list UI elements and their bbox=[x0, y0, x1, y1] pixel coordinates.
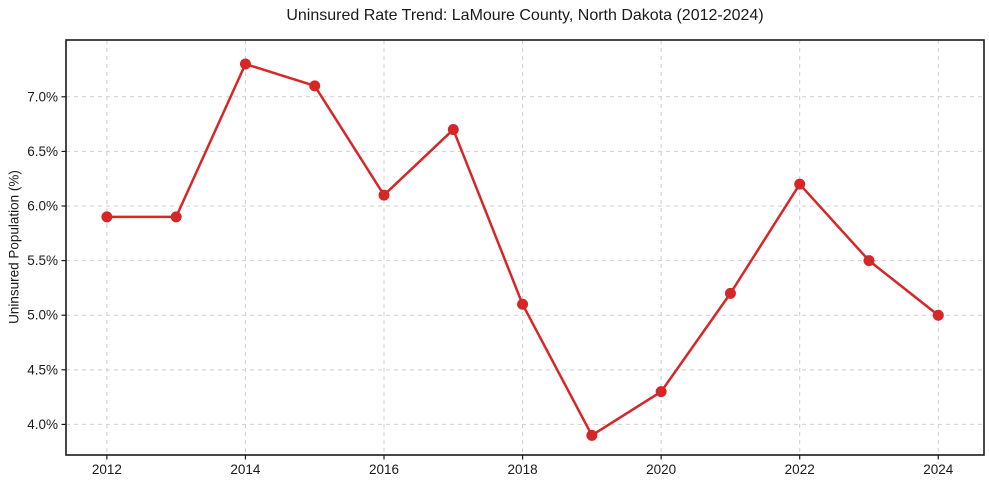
y-tick-label: 6.0% bbox=[27, 199, 58, 214]
data-point-marker bbox=[309, 80, 321, 92]
y-tick-label: 6.5% bbox=[27, 144, 58, 159]
plot-border bbox=[65, 39, 985, 456]
x-tick-label: 2024 bbox=[923, 462, 954, 477]
y-tick-label: 4.0% bbox=[27, 417, 58, 432]
data-point-marker bbox=[794, 178, 806, 190]
data-point-marker bbox=[447, 124, 459, 136]
data-point-marker bbox=[239, 58, 251, 70]
chart-title: Uninsured Rate Trend: LaMoure County, No… bbox=[286, 7, 764, 24]
data-point-marker bbox=[517, 298, 529, 310]
data-point-marker bbox=[932, 309, 944, 321]
x-tick-label: 2014 bbox=[230, 462, 261, 477]
x-tick-label: 2018 bbox=[508, 462, 538, 477]
x-tick-label: 2022 bbox=[785, 462, 815, 477]
y-tick-label: 5.5% bbox=[27, 253, 58, 268]
y-tick-label: 5.0% bbox=[27, 308, 58, 323]
data-point-marker bbox=[863, 255, 875, 267]
y-tick-label: 4.5% bbox=[27, 362, 58, 377]
data-point-marker bbox=[586, 429, 598, 441]
data-point-marker bbox=[101, 211, 113, 223]
data-point-marker bbox=[655, 386, 667, 398]
data-point-marker bbox=[170, 211, 182, 223]
data-point-marker bbox=[378, 189, 390, 201]
x-tick-label: 2012 bbox=[92, 462, 122, 477]
x-tick-label: 2016 bbox=[369, 462, 399, 477]
x-tick-label: 2020 bbox=[646, 462, 676, 477]
y-tick-label: 7.0% bbox=[27, 89, 58, 104]
data-point-marker bbox=[724, 287, 736, 299]
